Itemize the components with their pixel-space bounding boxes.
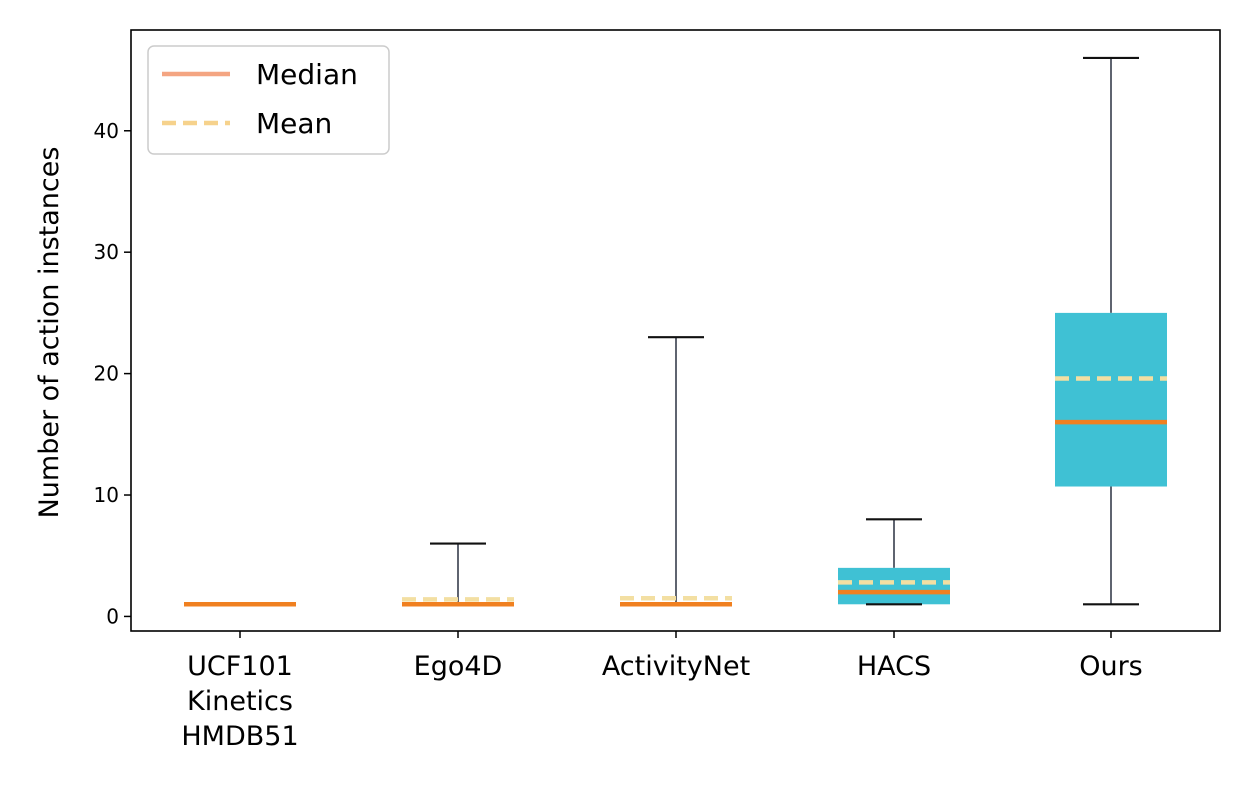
y-tick-label-40: 40 bbox=[94, 119, 119, 143]
y-tick-label-30: 30 bbox=[94, 240, 119, 264]
x-tick-label-hacs: HACS bbox=[857, 651, 931, 682]
y-tick-label-10: 10 bbox=[94, 483, 119, 507]
y-tick-label-0: 0 bbox=[106, 604, 119, 628]
x-tick-label-activitynet: ActivityNet bbox=[602, 651, 750, 682]
x-tick-label-hmdb51: HMDB51 bbox=[181, 721, 298, 752]
y-tick-label-20: 20 bbox=[94, 362, 119, 386]
y-axis-label: Number of action instances bbox=[34, 147, 65, 519]
legend-label-mean: Mean bbox=[256, 107, 332, 140]
legend-label-median: Median bbox=[256, 58, 358, 91]
x-tick-label-ego4d: Ego4D bbox=[414, 651, 503, 682]
x-tick-label-kinetics: Kinetics bbox=[187, 686, 293, 717]
box-hacs bbox=[838, 567, 950, 605]
plot-frame bbox=[130, 29, 1221, 632]
x-tick-label-ours: Ours bbox=[1079, 651, 1143, 682]
box-ours bbox=[1055, 312, 1167, 487]
x-tick-label-ucf101: UCF101 bbox=[187, 651, 293, 682]
